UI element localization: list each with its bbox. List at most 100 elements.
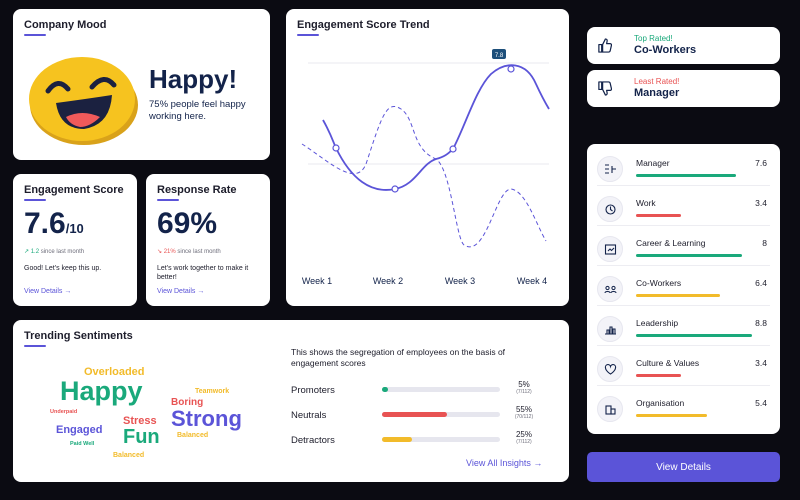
score-suffix: /10: [65, 221, 84, 236]
sentiment-word: Paid Well: [70, 441, 95, 447]
category-name: Manager: [636, 158, 670, 168]
category-name: Organisation: [636, 398, 685, 408]
category-score-bar: [636, 294, 721, 297]
tooltip-value: 7.8: [495, 53, 504, 59]
title-underline: [24, 199, 46, 201]
category-name: Leadership: [636, 318, 679, 328]
leadership-icon: [597, 316, 623, 342]
top-rated-card[interactable]: Top Rated! Co-Workers: [587, 27, 780, 64]
category-row[interactable]: Manager 7.6: [597, 148, 770, 186]
card-title: Engagement Score Trend: [297, 19, 430, 31]
career-icon: [597, 236, 623, 262]
category-score: 3.4: [755, 198, 767, 208]
category-row[interactable]: Co-Workers 6.4: [597, 268, 770, 306]
trend-text: since last month: [40, 249, 85, 255]
segment-label: Detractors: [291, 435, 335, 446]
sentiment-word: Teamwork: [195, 388, 230, 395]
view-details-link[interactable]: View Details →: [157, 288, 205, 295]
previous-trend-line: [301, 106, 547, 248]
sentiment-word: Strong: [171, 406, 242, 431]
trend-chart: 7.8 Week 1 Week 2 Week 3 Week 4: [301, 49, 550, 286]
trend-down-icon: ↘: [157, 249, 163, 255]
title-underline: [24, 345, 46, 347]
category-row[interactable]: Career & Learning 8: [597, 228, 770, 266]
manager-icon: [597, 156, 623, 182]
sentiment-word: Underpaid: [50, 409, 78, 415]
segment-count: (70/112): [514, 414, 534, 420]
least-rated-card[interactable]: Least Rated! Manager: [587, 70, 780, 107]
coworkers-icon: [597, 276, 623, 302]
segment-count: (7/112): [516, 389, 532, 395]
trending-sentiments-card: Trending Sentiments Overloaded Happy Tea…: [13, 320, 569, 482]
segment-bar: [382, 387, 500, 392]
sentiment-word: Engaged: [56, 424, 103, 436]
view-details-button[interactable]: View Details: [587, 452, 780, 482]
work-icon: [597, 196, 623, 222]
segment-bar-fill: [382, 387, 388, 392]
culture-icon: [597, 356, 623, 382]
segment-label: Promoters: [291, 385, 335, 396]
category-row[interactable]: Leadership 8.8: [597, 308, 770, 346]
engagement-note: Good! Let's keep this up.: [24, 265, 102, 272]
company-mood-card: Company Mood Happy! 75% people feel happ…: [13, 9, 270, 160]
response-rate-card: Response Rate 69% ↘ 21% since last month…: [146, 174, 270, 306]
segment-percent: 5% (7/112): [514, 380, 534, 395]
category-name: Career & Learning: [636, 238, 706, 248]
category-row[interactable]: Culture & Values 3.4: [597, 348, 770, 386]
view-all-insights-link[interactable]: View All Insights →: [466, 458, 543, 468]
category-score-bar: [636, 174, 737, 177]
category-score: 8: [762, 238, 767, 248]
mood-description: 75% people feel happy working here.: [149, 99, 246, 122]
category-row[interactable]: Organisation 5.4: [597, 388, 770, 426]
title-underline: [297, 34, 319, 36]
trend-indicator: ↗ 1.2 since last month: [24, 248, 84, 255]
trend-text: since last month: [177, 249, 221, 255]
category-name: Work: [636, 198, 656, 208]
category-score: 5.4: [755, 398, 767, 408]
least-rated-label: Least Rated!: [634, 77, 680, 86]
segment-label: Neutrals: [291, 410, 327, 421]
response-rate-value: 69%: [157, 207, 218, 240]
category-score: 6.4: [755, 278, 767, 288]
thumbs-up-icon: [598, 38, 612, 53]
sentiment-word: Fun: [123, 426, 160, 448]
week-label: Week 1: [302, 276, 332, 286]
trend-up-icon: ↗: [24, 249, 30, 255]
category-row[interactable]: Work 3.4: [597, 188, 770, 226]
sentiment-word: Overloaded: [84, 366, 145, 378]
top-rated-name: Co-Workers: [634, 44, 697, 56]
category-score: 7.6: [755, 158, 767, 168]
category-scores-card: Manager 7.6 Work 3.4 Career & Learning 8…: [587, 144, 780, 434]
trend-value: 21%: [163, 249, 176, 255]
category-score-bar: [636, 374, 681, 377]
segment-bar: [382, 412, 500, 417]
trend-point[interactable]: [332, 144, 340, 152]
response-note: Let's work together to make it better!: [157, 265, 249, 281]
card-title: Company Mood: [24, 19, 107, 31]
segment-bar-fill: [382, 412, 447, 417]
category-score-bar: [636, 254, 742, 257]
category-score-bar: [636, 214, 681, 217]
category-name: Culture & Values: [636, 358, 700, 368]
mood-headline: Happy!: [149, 64, 238, 94]
trend-point[interactable]: [507, 65, 515, 73]
sentiment-word: Balanced: [177, 432, 209, 439]
week-label: Week 4: [517, 276, 547, 286]
engagement-score-card: Engagement Score 7.6/10 ↗ 1.2 since last…: [13, 174, 137, 306]
segment-bar-fill: [382, 437, 412, 442]
happy-face-icon: [29, 57, 138, 145]
card-title: Trending Sentiments: [24, 330, 133, 342]
segment-bar: [382, 437, 500, 442]
sentiment-word: Happy: [60, 376, 143, 406]
trend-point[interactable]: [449, 145, 457, 153]
trend-value: 1.2: [30, 249, 40, 255]
segregation-intro: This shows the segregation of employees …: [291, 347, 506, 368]
trend-point[interactable]: [391, 185, 399, 193]
category-score: 8.8: [755, 318, 767, 328]
current-trend-line: [322, 64, 550, 191]
top-rated-label: Top Rated!: [634, 34, 673, 43]
engagement-trend-card: Engagement Score Trend 7.8 Week 1 Week 2…: [286, 9, 569, 306]
card-title: Engagement Score: [24, 184, 124, 196]
view-details-link[interactable]: View Details →: [24, 288, 72, 295]
category-score: 3.4: [755, 358, 767, 368]
